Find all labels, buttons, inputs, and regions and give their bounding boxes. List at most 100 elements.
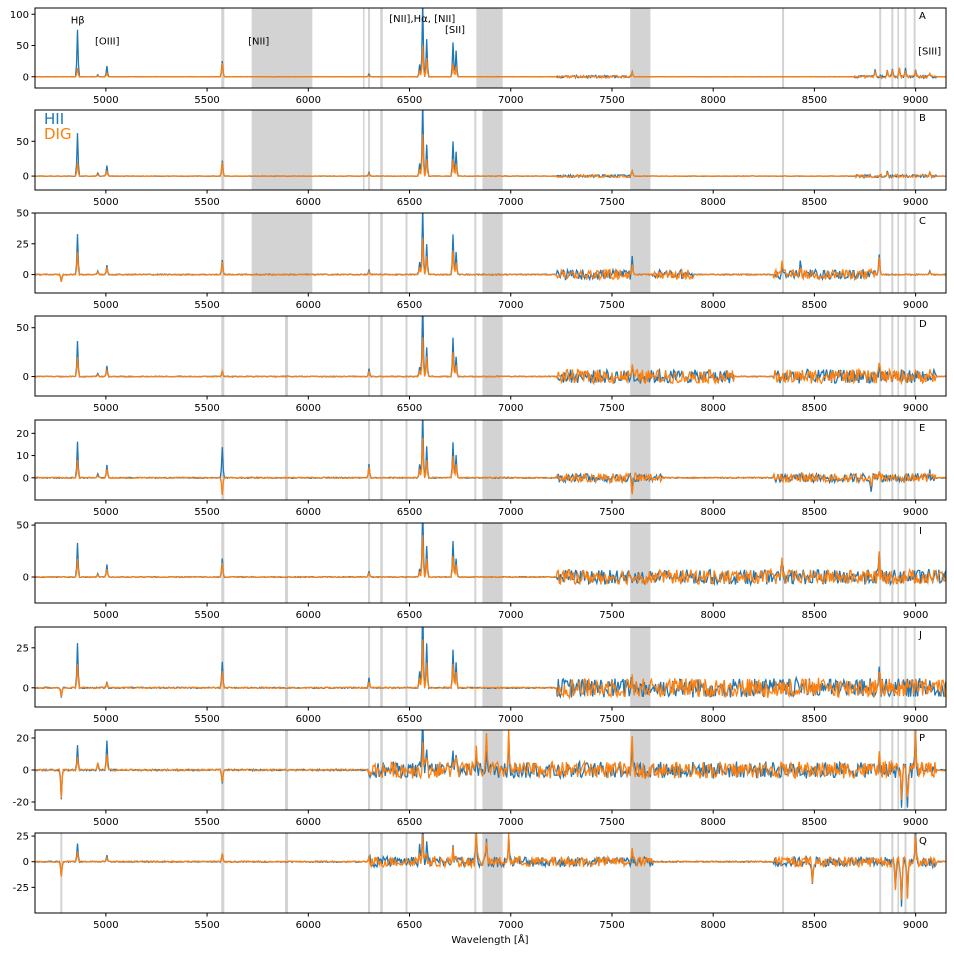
masked-regions <box>221 213 916 293</box>
x-tick-label: 6000 <box>296 403 321 414</box>
masked-band <box>897 110 900 190</box>
x-tick-label: 7000 <box>498 197 523 208</box>
x-tick-label: 5500 <box>194 920 219 931</box>
x-tick-label: 5500 <box>194 507 219 518</box>
masked-band <box>913 833 916 913</box>
x-tick-label: 8000 <box>700 95 725 106</box>
spectra <box>35 213 946 282</box>
x-tick-label: 6500 <box>397 95 422 106</box>
y-tick-label: 0 <box>23 372 29 383</box>
x-tick-label: 8500 <box>802 95 827 106</box>
masked-band <box>897 627 900 707</box>
masked-band <box>879 8 882 88</box>
masked-band <box>482 420 503 500</box>
masked-band <box>474 110 477 190</box>
masked-band <box>879 316 882 396</box>
masked-band <box>380 213 383 293</box>
y-tick-label: 100 <box>10 10 29 21</box>
x-tick-label: 6500 <box>397 714 422 725</box>
masked-band <box>913 110 916 190</box>
masked-band <box>897 833 900 913</box>
x-tick-label: 7000 <box>498 300 523 311</box>
masked-band <box>904 110 907 190</box>
y-tick-label: 50 <box>16 137 29 148</box>
x-tick-label: 9000 <box>903 403 928 414</box>
masked-band <box>879 833 882 913</box>
masked-band <box>368 213 371 293</box>
x-tick-label: 5000 <box>93 817 118 828</box>
axes-frame <box>34 7 947 89</box>
x-tick-label: 5500 <box>194 197 219 208</box>
masked-band <box>285 316 289 396</box>
x-tick-label: 5000 <box>93 197 118 208</box>
emission-line-label: [NII],Hα, [NII] <box>389 14 455 25</box>
x-tick-label: 5000 <box>93 610 118 621</box>
emission-line-label: [NII] <box>248 36 269 47</box>
masked-band <box>782 110 785 190</box>
axes-frame <box>34 109 947 191</box>
x-tick-label: 7000 <box>498 95 523 106</box>
x-tick-label: 6500 <box>397 300 422 311</box>
masked-band <box>368 833 371 913</box>
masked-band <box>380 627 383 707</box>
y-tick-label: 50 <box>16 521 29 532</box>
masked-band <box>405 420 408 500</box>
axes-frame <box>34 212 947 294</box>
panel-label: C <box>919 216 926 227</box>
x-tick-label: 7500 <box>599 610 624 621</box>
x-tick-label: 8000 <box>700 197 725 208</box>
masked-band <box>380 8 383 88</box>
x-tick-label: 6000 <box>296 300 321 311</box>
x-tick-label: 8000 <box>700 817 725 828</box>
x-tick-label: 7500 <box>599 403 624 414</box>
masked-band <box>474 316 477 396</box>
legend-entry-dig: DIG <box>44 125 72 143</box>
masked-band <box>782 730 785 810</box>
axes-frame <box>34 626 947 708</box>
x-tick-label: 9000 <box>903 300 928 311</box>
x-tick-label: 6500 <box>397 920 422 931</box>
panel-D: 0 50 5000 5500 6000 6500 7000 7500 8000 8500 9000 D <box>16 315 947 414</box>
axes-frame <box>34 832 947 914</box>
y-tick-label: 0 <box>23 573 29 584</box>
x-tick-label: 7000 <box>498 403 523 414</box>
x-tick-label: 5000 <box>93 403 118 414</box>
masked-band <box>891 316 894 396</box>
masked-band <box>891 8 894 88</box>
dig-spectrum-line <box>35 730 946 800</box>
x-tick-label: 7500 <box>599 95 624 106</box>
masked-band <box>891 730 894 810</box>
panel-P: -20 0 20 5000 5500 6000 6500 7000 7500 8000 8500 90… <box>13 729 947 828</box>
masked-band <box>782 833 785 913</box>
masked-band <box>897 316 900 396</box>
x-tick-label: 7000 <box>498 610 523 621</box>
x-tick-label: 6000 <box>296 714 321 725</box>
masked-band <box>913 420 916 500</box>
y-tick-label: 0 <box>23 683 29 694</box>
x-tick-label: 9000 <box>903 817 928 828</box>
masked-band <box>368 8 371 88</box>
x-tick-label: 9000 <box>903 610 928 621</box>
masked-band <box>897 213 900 293</box>
spectra <box>35 8 946 80</box>
masked-band <box>285 627 289 707</box>
masked-band <box>891 420 894 500</box>
masked-band <box>630 213 651 293</box>
masked-band <box>913 213 916 293</box>
masked-band <box>904 523 907 603</box>
y-tick-label: 25 <box>16 239 29 250</box>
masked-band <box>474 420 477 500</box>
x-tick-label: 5000 <box>93 507 118 518</box>
masked-band <box>630 523 651 603</box>
masked-regions <box>221 523 916 603</box>
masked-band <box>782 627 785 707</box>
emission-line-label: Hβ <box>71 16 85 27</box>
masked-band <box>891 833 894 913</box>
masked-band <box>913 8 916 88</box>
masked-band <box>630 8 651 88</box>
x-tick-label: 6000 <box>296 507 321 518</box>
masked-band <box>630 627 651 707</box>
masked-band <box>285 833 289 913</box>
